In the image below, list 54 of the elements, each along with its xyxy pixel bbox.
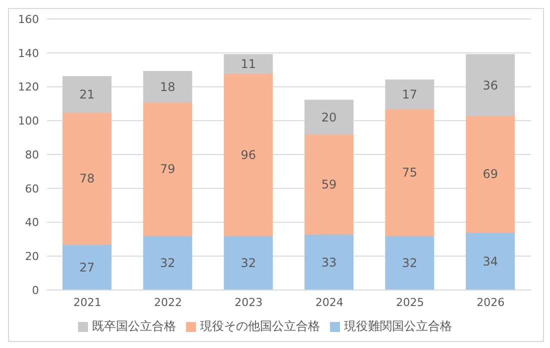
- bar: [304, 100, 354, 135]
- bar: [304, 234, 354, 290]
- data-label: 20: [321, 110, 337, 124]
- y-tick-label: 160: [18, 12, 39, 26]
- legend-label: 現役難関国公立合格: [344, 319, 452, 333]
- bar: [304, 134, 354, 235]
- data-label: 32: [240, 256, 256, 270]
- data-label: 17: [402, 88, 418, 102]
- bar: [466, 232, 515, 290]
- bar: [466, 115, 515, 233]
- y-tick-label: 40: [25, 216, 39, 230]
- y-tick-label: 120: [18, 80, 39, 94]
- bar: [62, 244, 112, 290]
- data-label: 27: [79, 260, 95, 274]
- bar: [385, 235, 434, 290]
- data-label: 34: [482, 254, 498, 268]
- x-tick-label: 2024: [315, 296, 344, 309]
- data-label: 21: [79, 88, 95, 102]
- legend-label: 既卒国公立合格: [92, 319, 176, 333]
- y-tick-label: 100: [18, 114, 39, 128]
- y-tick-label: 20: [25, 250, 39, 264]
- x-tick-label: 2022: [154, 296, 182, 309]
- bar: [385, 108, 434, 236]
- bar: [143, 71, 192, 102]
- data-label: 32: [160, 256, 176, 270]
- data-label: 59: [321, 177, 337, 192]
- bar: [385, 79, 434, 110]
- bar: [466, 54, 515, 116]
- bar: [62, 76, 112, 113]
- data-label: 69: [482, 167, 498, 182]
- bar: [224, 72, 273, 236]
- y-tick-label: 0: [32, 284, 39, 297]
- x-tick-label: 2025: [396, 296, 424, 309]
- bar: [224, 235, 273, 290]
- y-tick-label: 60: [25, 182, 39, 196]
- data-label: 79: [160, 162, 176, 176]
- data-label: 32: [402, 256, 418, 270]
- legend-label: 現役その他国公立合格: [200, 319, 320, 333]
- data-label: 11: [240, 57, 256, 72]
- x-tick-label: 2021: [73, 296, 102, 309]
- bar: [62, 112, 112, 245]
- data-label: 75: [402, 166, 418, 180]
- bar: [143, 101, 192, 236]
- data-label: 36: [482, 78, 498, 92]
- data-label: 33: [321, 255, 337, 270]
- y-tick-label: 80: [25, 148, 39, 162]
- y-tick-label: 140: [18, 46, 39, 60]
- bar: [143, 235, 192, 290]
- x-tick-label: 2026: [476, 296, 505, 309]
- data-label: 18: [160, 80, 176, 94]
- data-label: 78: [79, 171, 95, 186]
- x-tick-label: 2023: [234, 296, 263, 309]
- data-label: 96: [240, 148, 256, 162]
- bar: [224, 54, 273, 74]
